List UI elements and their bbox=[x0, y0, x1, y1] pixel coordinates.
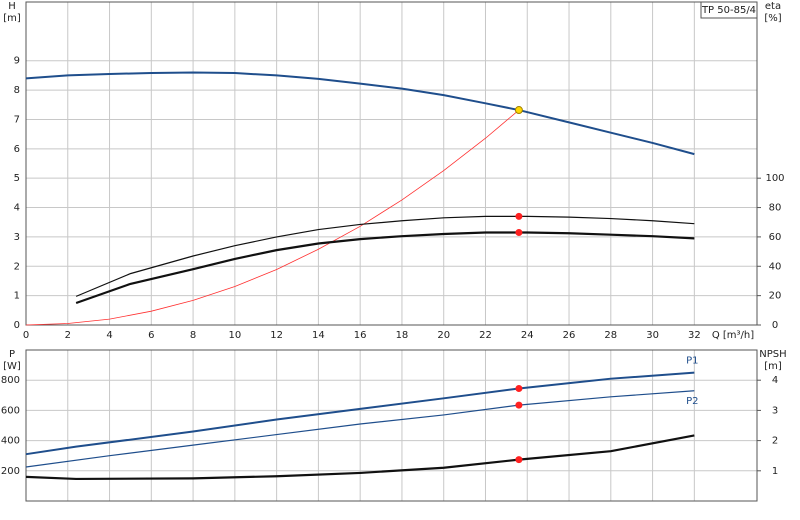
y-tick-label: 4 bbox=[14, 203, 20, 214]
x-tick-label: 2 bbox=[65, 330, 71, 341]
x-tick-label: 14 bbox=[312, 330, 325, 341]
plot-frame bbox=[25, 1, 758, 326]
y-label: P bbox=[9, 349, 15, 360]
curve bbox=[25, 390, 695, 468]
x-label: Q [m³/h] bbox=[712, 330, 754, 341]
y-tick-label: 800 bbox=[1, 375, 20, 386]
x-tick-label: 30 bbox=[646, 330, 659, 341]
y-tick-label: 0 bbox=[14, 320, 20, 331]
y2-tick-label: 80 bbox=[769, 203, 782, 214]
curve bbox=[25, 434, 695, 481]
y2-tick-label: 100 bbox=[765, 173, 784, 184]
x-tick-label: 22 bbox=[479, 330, 492, 341]
x-tick-label: 32 bbox=[688, 330, 701, 341]
y2-tick-label: 3 bbox=[772, 405, 778, 416]
operating-point bbox=[515, 385, 523, 393]
x-tick-label: 18 bbox=[396, 330, 409, 341]
y2-tick-label: 2 bbox=[772, 436, 778, 447]
x-tick-label: 12 bbox=[270, 330, 283, 341]
y-tick-label: 3 bbox=[14, 232, 20, 243]
y2-tick-label: 60 bbox=[769, 232, 782, 243]
y-tick-label: 8 bbox=[14, 85, 20, 96]
y-tick-label: 6 bbox=[14, 144, 20, 155]
y2-tick-label: 40 bbox=[769, 261, 782, 272]
y2-tick-label: 1 bbox=[772, 466, 778, 477]
curve bbox=[25, 109, 520, 326]
x-tick-label: 28 bbox=[604, 330, 617, 341]
y2-label: eta bbox=[765, 1, 781, 12]
y2-tick-label: 4 bbox=[772, 375, 778, 386]
plot-frame bbox=[25, 349, 758, 502]
y2-tick-label: 20 bbox=[769, 291, 782, 302]
curve bbox=[25, 71, 695, 156]
x-tick-label: 24 bbox=[521, 330, 534, 341]
x-tick-label: 20 bbox=[437, 330, 450, 341]
y-unit: [m] bbox=[3, 13, 21, 24]
operating-point bbox=[515, 456, 523, 464]
curve bbox=[75, 231, 695, 305]
x-tick-label: 8 bbox=[190, 330, 196, 341]
x-tick-label: 26 bbox=[563, 330, 576, 341]
y-tick-label: 400 bbox=[1, 436, 20, 447]
y-tick-label: 7 bbox=[14, 114, 20, 125]
y-tick-label: 600 bbox=[1, 405, 20, 416]
series-label: P1 bbox=[686, 356, 698, 367]
x-tick-label: 10 bbox=[228, 330, 241, 341]
operating-point bbox=[515, 229, 523, 237]
y-label: H bbox=[8, 1, 16, 12]
y-tick-label: 5 bbox=[14, 173, 20, 184]
y2-unit: [%] bbox=[764, 13, 781, 24]
curve bbox=[25, 371, 695, 456]
chart-title: TP 50-85/4 bbox=[701, 5, 756, 16]
x-tick-label: 0 bbox=[23, 330, 29, 341]
y-unit: [W] bbox=[3, 361, 21, 372]
y-tick-label: 2 bbox=[14, 261, 20, 272]
y-tick-label: 1 bbox=[14, 291, 20, 302]
y2-unit: [m] bbox=[764, 361, 782, 372]
curve bbox=[75, 215, 695, 297]
y-tick-label: 200 bbox=[1, 466, 20, 477]
x-tick-label: 6 bbox=[148, 330, 154, 341]
plot-background bbox=[26, 2, 757, 325]
x-tick-label: 16 bbox=[354, 330, 367, 341]
plot-background bbox=[26, 350, 757, 501]
x-tick-label: 4 bbox=[106, 330, 112, 341]
operating-point bbox=[515, 212, 523, 220]
operating-point bbox=[515, 401, 523, 409]
series-label: P2 bbox=[686, 396, 698, 407]
title-box bbox=[700, 1, 758, 19]
operating-point bbox=[514, 106, 523, 115]
y2-tick-label: 0 bbox=[772, 320, 778, 331]
y2-label: NPSH bbox=[759, 349, 786, 360]
y-tick-label: 9 bbox=[14, 56, 20, 67]
